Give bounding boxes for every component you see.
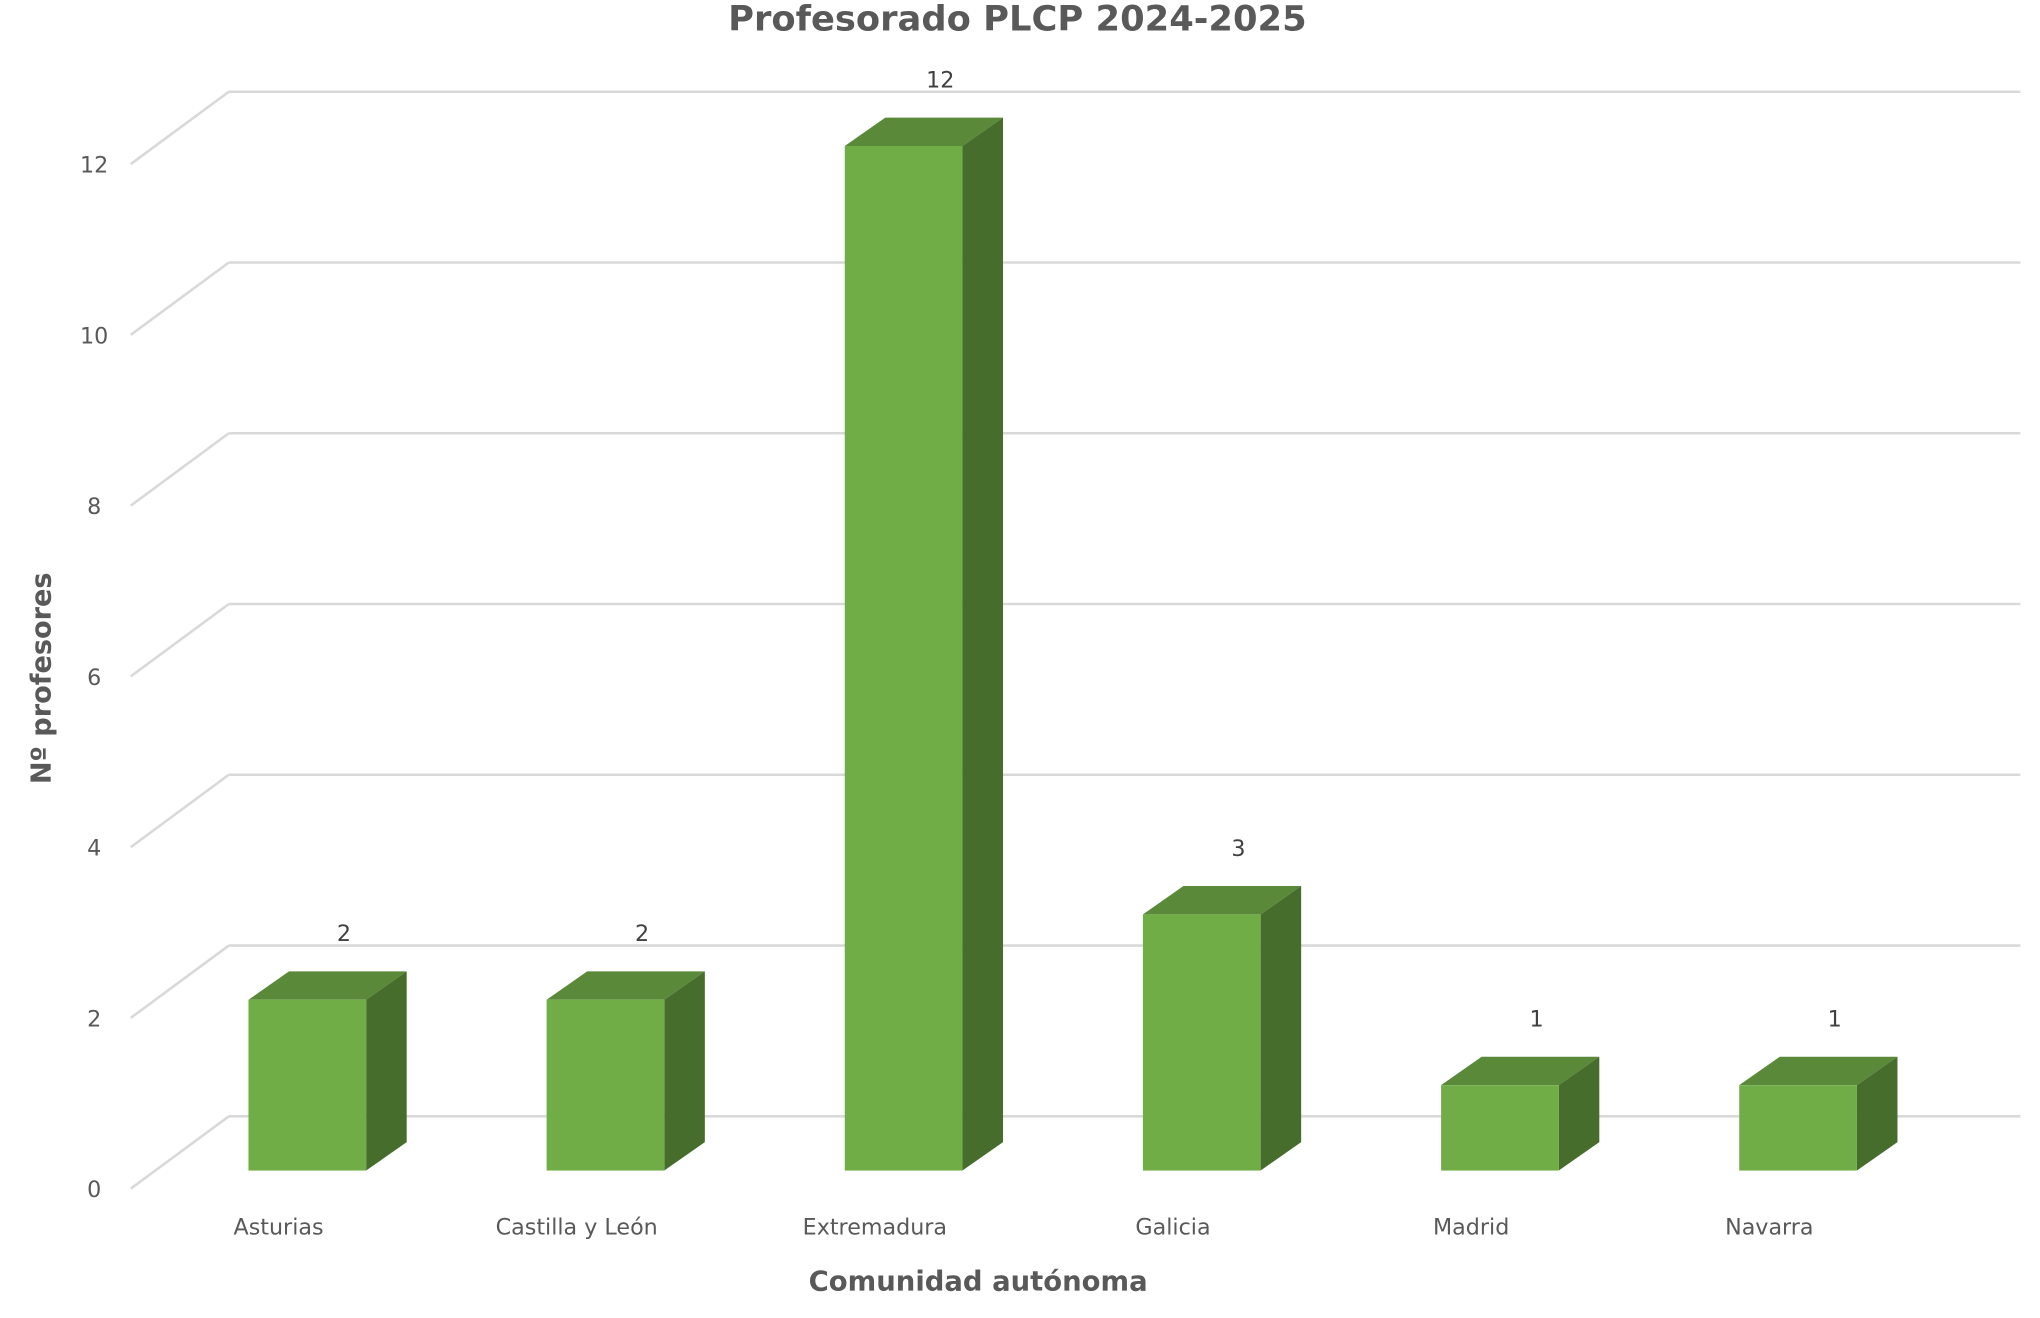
value-label: 1 <box>1529 1007 1543 1033</box>
bar-top <box>248 971 407 1000</box>
x-tick-label: Castilla y León <box>496 1215 658 1241</box>
y-tick-label: 12 <box>80 153 108 179</box>
x-tick-label: Madrid <box>1433 1215 1509 1241</box>
y-tick-label: 8 <box>87 494 101 520</box>
x-axis-label: Comunidad autónoma <box>809 1267 1148 1298</box>
value-label: 1 <box>1828 1007 1842 1033</box>
bar-top <box>546 971 705 1000</box>
bar <box>844 145 963 1171</box>
bar <box>1441 1085 1559 1171</box>
y-tick-label: 10 <box>80 324 108 350</box>
value-label: 2 <box>635 921 649 947</box>
bar-side <box>962 117 1004 1171</box>
grid-line-side <box>129 432 230 507</box>
grid-line-side <box>129 1115 230 1190</box>
bar-side <box>664 971 705 1171</box>
bar <box>546 999 665 1171</box>
bar-top <box>1441 1056 1600 1086</box>
chart-title: Profesorado PLCP 2024-2025 <box>728 0 1307 40</box>
bar <box>248 999 367 1171</box>
bar-top <box>1142 885 1302 915</box>
grid-line-side <box>129 90 230 166</box>
grid-line-side <box>129 773 230 849</box>
bar <box>1142 914 1261 1171</box>
grid-line-side <box>129 261 230 336</box>
bar-top <box>1739 1056 1898 1086</box>
x-tick-label: Navarra <box>1725 1215 1813 1241</box>
y-tick-label: 4 <box>87 836 101 862</box>
bar-side <box>366 971 407 1171</box>
x-tick-label: Galicia <box>1135 1215 1210 1241</box>
grid-line-side <box>129 602 230 678</box>
y-axis-label: Nº profesores <box>27 572 58 784</box>
y-tick-label: 2 <box>87 1007 101 1033</box>
value-label: 2 <box>337 921 351 947</box>
bar-side <box>1558 1056 1600 1171</box>
plot: Profesorado PLCP 2024-2025 Comunidad aut… <box>27 0 2021 1297</box>
y-tick-label: 0 <box>87 1177 101 1203</box>
bar <box>1739 1085 1857 1171</box>
bar-top <box>844 117 1004 146</box>
value-label: 12 <box>926 67 954 93</box>
grid-line-side <box>129 944 230 1019</box>
bar-side <box>1260 885 1302 1171</box>
x-tick-label: Asturias <box>234 1215 324 1241</box>
y-tick-label: 6 <box>87 665 101 691</box>
x-tick-label: Extremadura <box>803 1215 947 1241</box>
value-label: 3 <box>1231 836 1245 862</box>
bar-side <box>1856 1056 1898 1171</box>
